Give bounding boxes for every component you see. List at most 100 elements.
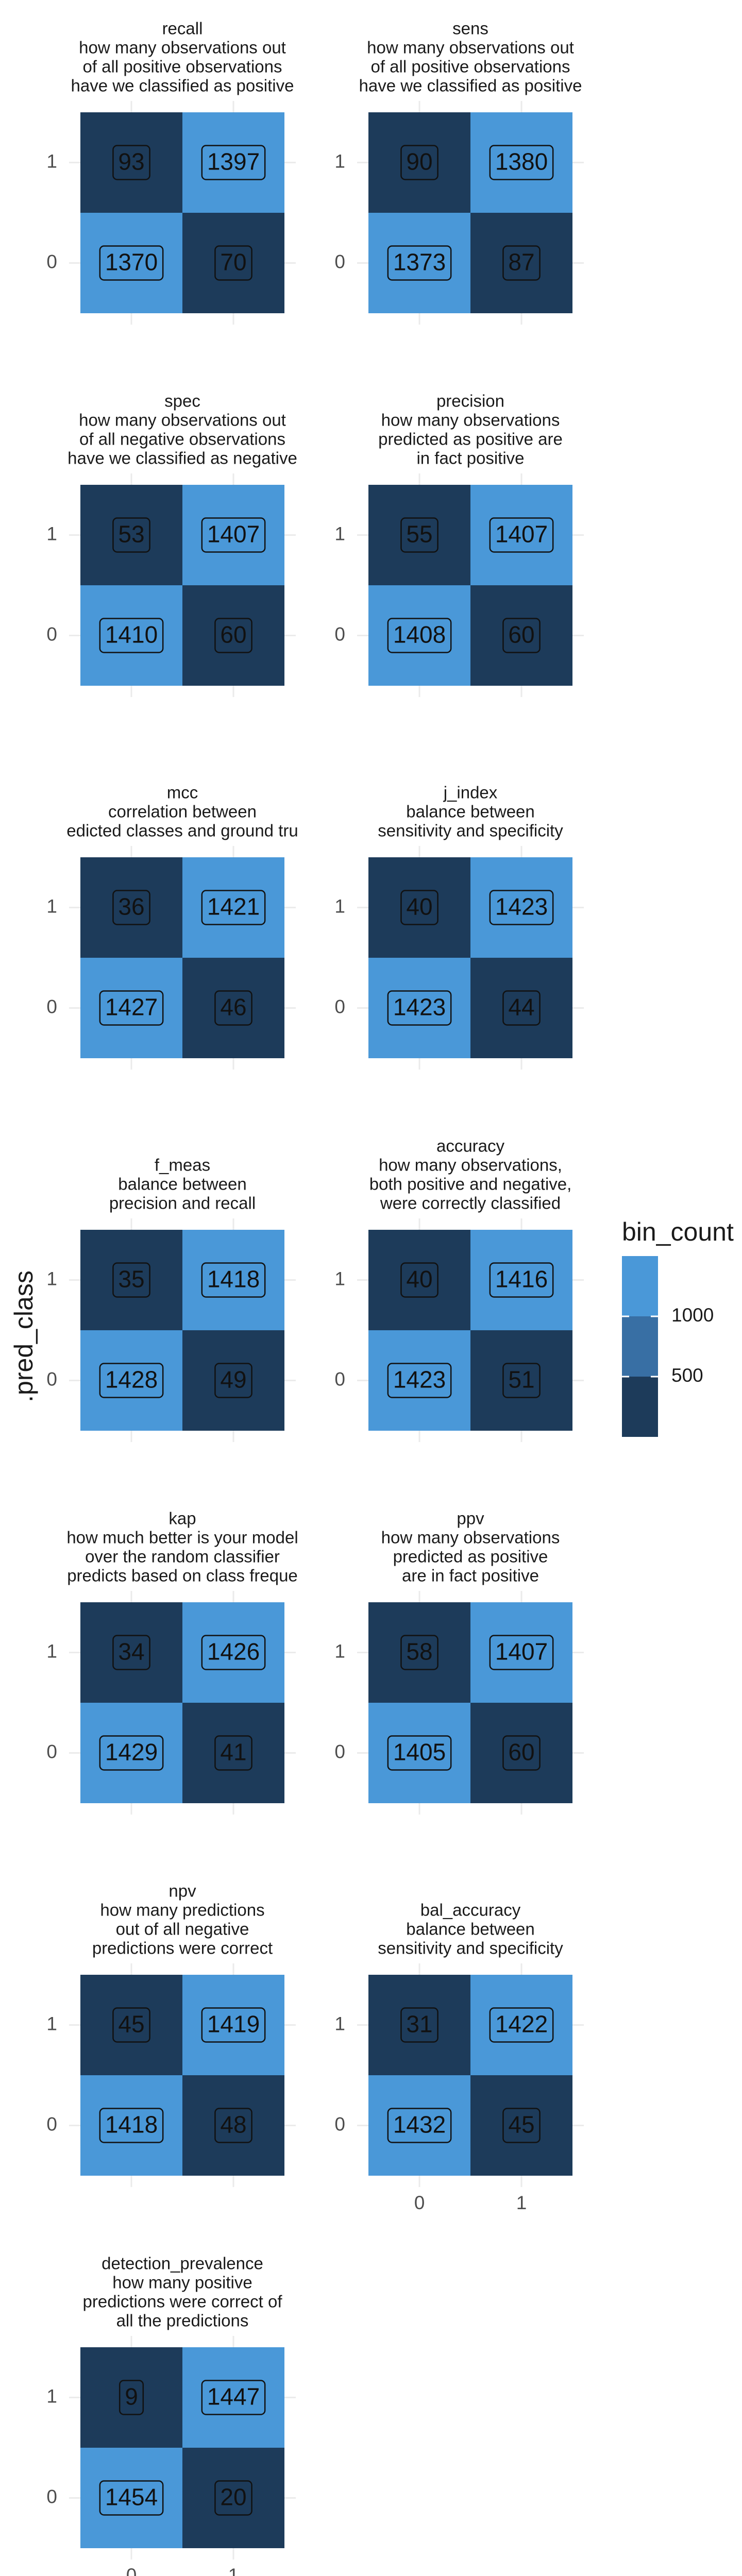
label-box bbox=[99, 990, 164, 1026]
y-tick-label: 0 bbox=[46, 623, 57, 645]
label-box bbox=[400, 1635, 439, 1670]
facet-title: predicted as positive are bbox=[378, 430, 563, 449]
facet-title: spec bbox=[164, 392, 200, 411]
facet-title: of all positive observations bbox=[82, 57, 282, 76]
y-tick-label: 0 bbox=[334, 1368, 345, 1389]
label-box bbox=[400, 890, 439, 925]
cell-label: 1410 bbox=[105, 621, 158, 648]
legend-swatch bbox=[622, 1377, 658, 1437]
cell-label: 1423 bbox=[495, 893, 548, 920]
y-tick-label: 1 bbox=[46, 1640, 57, 1662]
cell-label: 55 bbox=[406, 521, 432, 548]
legend-title: bin_count bbox=[622, 1217, 734, 1246]
cell-label: 31 bbox=[406, 2011, 432, 2038]
label-box bbox=[112, 1262, 150, 1298]
y-tick-label: 1 bbox=[334, 1268, 345, 1289]
cell-label: 49 bbox=[220, 1366, 246, 1393]
cell-label: 1418 bbox=[207, 1266, 260, 1293]
facet-title: are in fact positive bbox=[402, 1566, 539, 1585]
cell-label: 93 bbox=[118, 148, 144, 175]
facet-title: how many observations, bbox=[379, 1156, 562, 1175]
cell-label: 1419 bbox=[207, 2011, 260, 2038]
y-tick-label: 0 bbox=[46, 251, 57, 272]
facet-title: how many observations out bbox=[79, 411, 286, 430]
cell-label: 1370 bbox=[105, 249, 158, 276]
facet-title: balance between bbox=[406, 802, 535, 821]
label-box bbox=[502, 2108, 541, 2143]
x-tick-label: 1 bbox=[516, 2192, 527, 2213]
label-box bbox=[99, 2480, 164, 2516]
label-box bbox=[201, 145, 266, 180]
y-tick-label: 0 bbox=[334, 996, 345, 1017]
label-box bbox=[112, 517, 150, 553]
label-box bbox=[214, 990, 252, 1026]
facet-title: balance between bbox=[118, 1175, 247, 1194]
label-box bbox=[400, 145, 439, 180]
label-box bbox=[214, 245, 252, 281]
y-tick-label: 0 bbox=[334, 1741, 345, 1762]
cell-label: 1428 bbox=[105, 1366, 158, 1393]
y-tick-label: 1 bbox=[46, 2385, 57, 2406]
label-box bbox=[489, 2007, 554, 2043]
facet-title: j_index bbox=[443, 783, 498, 802]
cell-label: 1373 bbox=[393, 249, 446, 276]
x-tick-label: 1 bbox=[228, 2565, 239, 2576]
facet-title: of all positive observations bbox=[370, 57, 570, 76]
cell-label: 70 bbox=[220, 249, 246, 276]
cell-label: 90 bbox=[406, 148, 432, 175]
cell-label: 34 bbox=[118, 1638, 144, 1665]
label-box bbox=[99, 245, 164, 281]
label-box bbox=[489, 1262, 554, 1298]
cell-label: 1426 bbox=[207, 1638, 260, 1665]
label-box bbox=[201, 890, 266, 925]
y-tick-label: 0 bbox=[46, 2113, 57, 2134]
facet-title: precision and recall bbox=[109, 1194, 256, 1213]
cell-label: 35 bbox=[118, 1266, 144, 1293]
label-box bbox=[387, 1735, 452, 1771]
label-box bbox=[214, 1735, 252, 1771]
label-box bbox=[112, 890, 150, 925]
facet-title: how many observations bbox=[381, 1528, 560, 1547]
cell-label: 1407 bbox=[495, 1638, 548, 1665]
cell-label: 41 bbox=[220, 1739, 246, 1766]
facet-title: over the random classifier bbox=[85, 1547, 280, 1566]
label-box bbox=[489, 145, 554, 180]
cell-label: 36 bbox=[118, 893, 144, 920]
label-box bbox=[201, 1635, 266, 1670]
cell-label: 60 bbox=[508, 621, 534, 648]
label-box bbox=[502, 245, 541, 281]
label-box bbox=[214, 618, 252, 653]
y-tick-label: 1 bbox=[334, 523, 345, 544]
label-box bbox=[214, 1363, 252, 1398]
facet-title: recall bbox=[162, 19, 203, 38]
cell-label: 1397 bbox=[207, 148, 260, 175]
label-box bbox=[201, 1262, 266, 1298]
y-axis-title: .pred_class bbox=[9, 1270, 38, 1402]
facet-title: how many observations out bbox=[367, 38, 574, 57]
facet-title: detection_prevalence bbox=[102, 2254, 263, 2273]
y-tick-label: 1 bbox=[46, 895, 57, 917]
cell-label: 1429 bbox=[105, 1739, 158, 1766]
facet-title: precision bbox=[436, 392, 504, 411]
label-box bbox=[489, 890, 554, 925]
cell-label: 1427 bbox=[105, 994, 158, 1021]
cell-label: 1416 bbox=[495, 1266, 548, 1293]
label-box bbox=[112, 2007, 150, 2043]
y-tick-label: 1 bbox=[334, 150, 345, 172]
facet-title: how much better is your model bbox=[66, 1528, 298, 1547]
legend-label: 1000 bbox=[671, 1304, 714, 1326]
legend-swatch bbox=[622, 1316, 658, 1377]
facet-title: edicted classes and ground tru bbox=[66, 821, 298, 840]
cell-label: 1454 bbox=[105, 2484, 158, 2511]
facet-title: predictions were correct of bbox=[83, 2292, 283, 2311]
facet-title: mcc bbox=[167, 783, 198, 802]
cell-label: 60 bbox=[220, 621, 246, 648]
cell-label: 9 bbox=[125, 2383, 138, 2410]
facet-title: balance between bbox=[406, 1920, 535, 1939]
facet-title: correlation between bbox=[108, 802, 257, 821]
facet-title: ppv bbox=[457, 1509, 484, 1528]
facet-title: both positive and negative, bbox=[369, 1175, 572, 1194]
cell-label: 1418 bbox=[105, 2111, 158, 2138]
cell-label: 60 bbox=[508, 1739, 534, 1766]
